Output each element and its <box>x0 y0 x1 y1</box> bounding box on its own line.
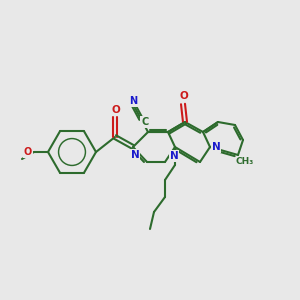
Text: O: O <box>112 105 120 115</box>
Text: CH₃: CH₃ <box>236 158 254 166</box>
Text: O: O <box>180 91 188 101</box>
Text: C: C <box>141 117 148 127</box>
Text: N: N <box>129 96 137 106</box>
Text: N: N <box>212 142 220 152</box>
Text: O: O <box>24 147 32 157</box>
Text: N: N <box>169 151 178 161</box>
Text: N: N <box>130 150 140 160</box>
